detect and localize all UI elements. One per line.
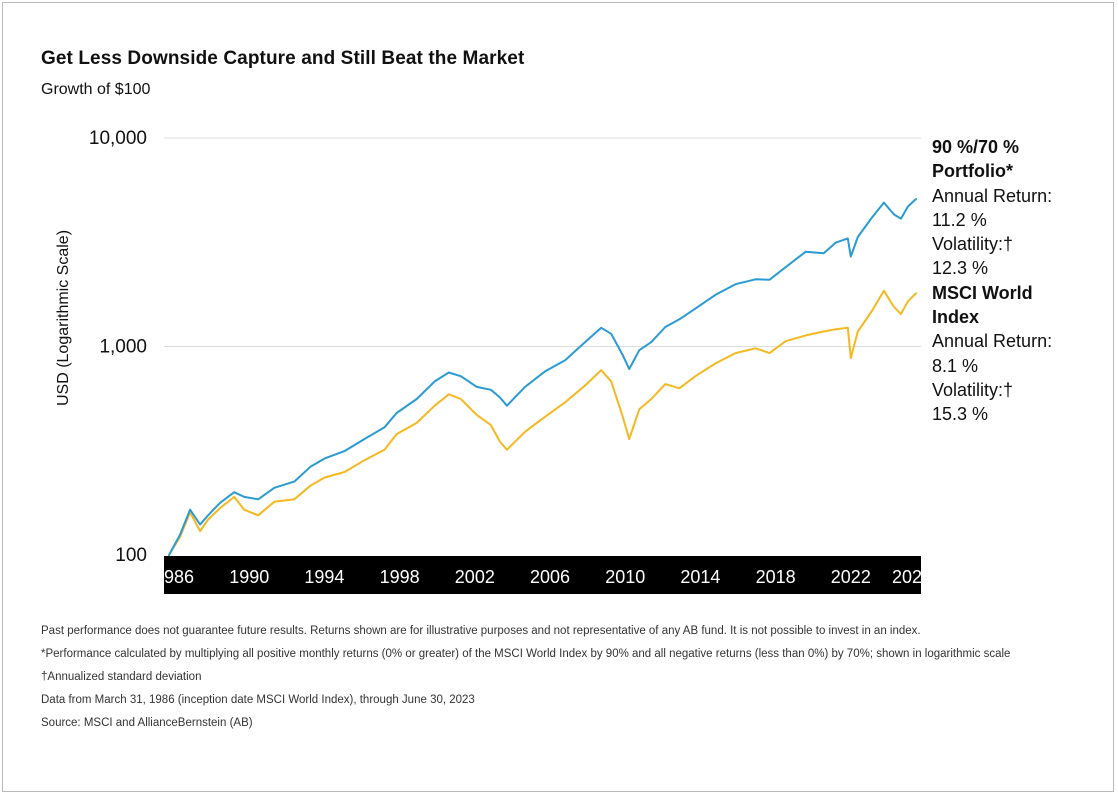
- footnotes: Past performance does not guarantee futu…: [41, 624, 1010, 739]
- x-tick-label: 2002: [455, 567, 495, 587]
- x-axis-band: [164, 556, 921, 594]
- x-tick-label: 1986: [154, 567, 194, 587]
- legend-portfolio-name-line1: 90 %/70 %: [932, 137, 1020, 157]
- legend-portfolio-vol-value: 12.3 %: [932, 258, 989, 279]
- x-tick-label: 1990: [229, 567, 269, 587]
- chart-title: Get Less Downside Capture and Still Beat…: [41, 48, 525, 69]
- x-tick-label: 2023: [892, 567, 932, 587]
- y-tick-label: 1,000: [99, 337, 147, 358]
- x-tick-label: 1994: [304, 567, 344, 587]
- index-series-line: [168, 289, 917, 556]
- y-tick-label: 100: [115, 545, 147, 566]
- legend-portfolio-return-value: 11.2 %: [932, 209, 987, 230]
- legend-panel: 90 %/70 % Portfolio* Annual Return: 11.2…: [932, 135, 1112, 427]
- x-tick-label: 2014: [680, 567, 720, 587]
- footnote-data-range: Data from March 31, 1986 (inception date…: [41, 694, 475, 706]
- y-tick-label: 10,000: [89, 128, 147, 149]
- x-tick-label: 2022: [831, 567, 871, 587]
- legend-index-name-line2: Index: [932, 307, 980, 328]
- legend-index-name-line1: MSCI World: [932, 282, 1033, 303]
- x-tick-label: 2006: [530, 567, 570, 587]
- legend-index-vol-value: 15.3 %: [932, 404, 989, 425]
- footnote-disclaimer: Past performance does not guarantee futu…: [41, 625, 921, 637]
- legend-index-vol-label: Volatility:†: [932, 379, 1014, 400]
- legend-portfolio-name-line2: Portfolio*: [932, 161, 1013, 182]
- footnote-std-dev: †Annualized standard deviation: [41, 671, 202, 683]
- legend-portfolio-vol-label: Volatility:†: [932, 234, 1014, 255]
- footnote-source: Source: MSCI and AllianceBernstein (AB): [41, 717, 253, 729]
- footnote-methodology: *Performance calculated by multiplying a…: [41, 648, 1011, 660]
- legend-index-return-value: 8.1 %: [932, 355, 979, 376]
- x-tick-label: 2018: [756, 567, 796, 587]
- legend-index-return-label: Annual Return:: [932, 331, 1053, 352]
- x-tick-label: 1998: [380, 567, 420, 587]
- portfolio-series-line: [168, 198, 917, 556]
- chart-subtitle: Growth of $100: [41, 81, 151, 98]
- legend-portfolio-return-label: Annual Return:: [932, 185, 1053, 206]
- x-tick-label: 2010: [605, 567, 645, 587]
